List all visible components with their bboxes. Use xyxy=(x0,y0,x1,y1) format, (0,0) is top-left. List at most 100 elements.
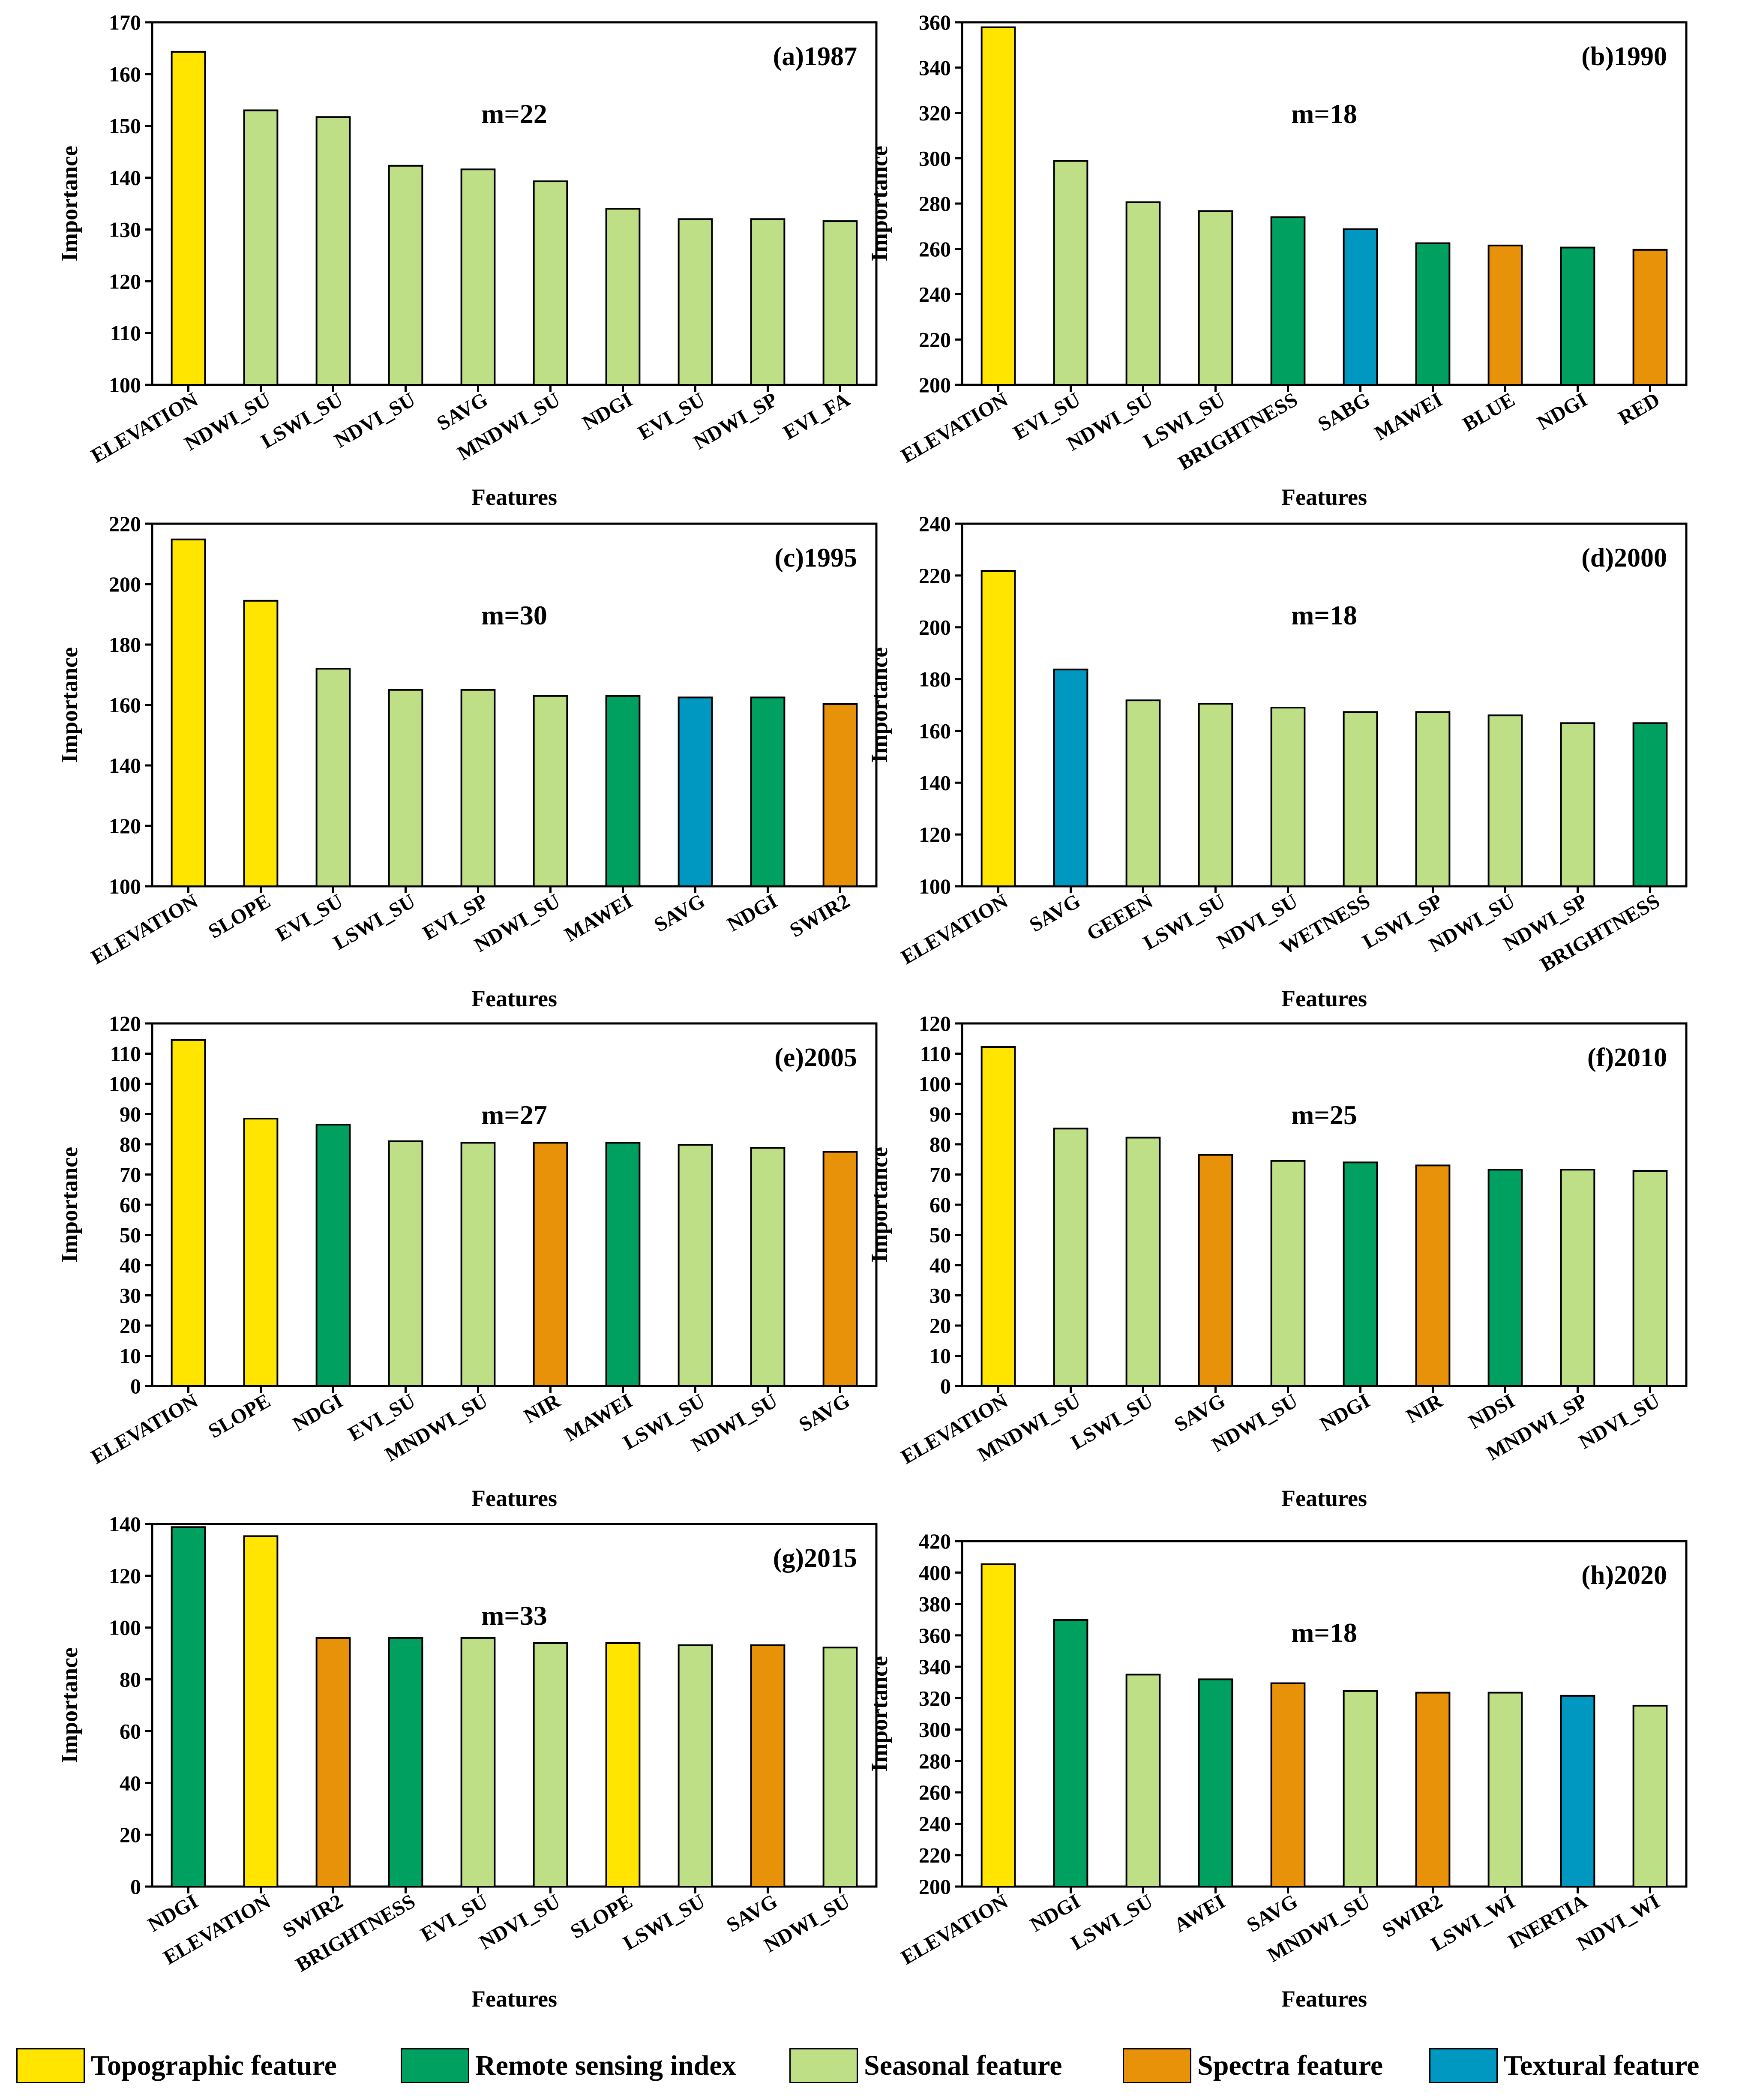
chart-2005: 0 10 20 30 40 50 60 70 80 90 100 110 120 ELEVATION SLO… xyxy=(57,1011,878,1511)
chart-title: (e)2005 xyxy=(774,1043,857,1072)
x-tick-label: LSWI_SU xyxy=(1067,1389,1157,1454)
chart-title: (b)1990 xyxy=(1581,42,1667,71)
y-tick-label: 40 xyxy=(929,1253,951,1277)
bar-ndgi xyxy=(605,208,641,386)
mtry-annotation: m=25 xyxy=(1291,1100,1357,1130)
y-tick-label: 50 xyxy=(929,1223,951,1247)
y-tick-label: 0 xyxy=(130,1875,141,1899)
bar-evi-sp xyxy=(460,689,496,887)
y-tick-label: 120 xyxy=(109,1011,141,1035)
bar-slope xyxy=(605,1642,641,1887)
x-tick-label: NDGI xyxy=(579,388,636,435)
bar-slope xyxy=(243,1118,279,1387)
y-tick-label: 10 xyxy=(929,1344,951,1368)
bar-savg xyxy=(460,168,496,386)
legend-item-spectra: Spectra feature xyxy=(1123,2044,1383,2087)
bar-red xyxy=(1632,249,1668,386)
bar-lswi-su xyxy=(315,116,351,386)
bar-mndwi-su xyxy=(460,1142,496,1387)
bar-ndvi-wi xyxy=(1632,1704,1668,1887)
x-tick-label: AWEI xyxy=(1170,1890,1229,1937)
bar-elevation xyxy=(980,1046,1016,1387)
y-tick-label: 300 xyxy=(919,146,951,170)
y-tick-label: 70 xyxy=(929,1163,951,1187)
x-tick-label: NDVI_WI xyxy=(1573,1890,1664,1956)
plot-frame xyxy=(961,522,1688,888)
y-tick-label: 120 xyxy=(919,1011,951,1035)
bar-geeen xyxy=(1125,699,1161,887)
x-tick-label: NDVI_SU xyxy=(1575,1389,1664,1454)
x-tick-label: ELEVATION xyxy=(87,1389,202,1468)
y-tick-label: 200 xyxy=(919,615,951,639)
x-tick-label: NDGI xyxy=(1533,388,1591,435)
bar-blue xyxy=(1487,244,1523,386)
x-tick-label: NDGI xyxy=(289,1389,347,1436)
bar-lswi-su xyxy=(1125,1137,1161,1387)
bar-ndsi xyxy=(1487,1169,1523,1387)
y-tick-label: 140 xyxy=(109,166,141,190)
bar-ndwi-su xyxy=(243,109,279,386)
legend-label-remote-sensing-index: Remote sensing index xyxy=(475,2050,736,2081)
x-tick-label: BRIGHTNESS xyxy=(292,1890,419,1977)
bar-evi-fa xyxy=(822,220,858,386)
bar-ndgi xyxy=(315,1124,351,1387)
bar-evi-su xyxy=(678,218,713,386)
y-tick-label: 60 xyxy=(120,1193,141,1217)
bar-elevation xyxy=(243,1535,279,1887)
x-tick-label: NDVI_SU xyxy=(475,1890,564,1954)
mtry-annotation: m=18 xyxy=(1291,99,1357,129)
bar-swir2 xyxy=(315,1637,351,1887)
x-tick-label: SAVG xyxy=(1025,890,1084,936)
plot-frame xyxy=(151,21,878,386)
y-tick-label: 140 xyxy=(919,771,951,795)
y-tick-label: 100 xyxy=(919,874,951,898)
y-tick-label: 180 xyxy=(109,633,141,657)
y-tick-label: 280 xyxy=(919,192,951,216)
y-tick-label: 340 xyxy=(919,1655,951,1679)
y-tick-label: 90 xyxy=(120,1102,141,1126)
y-tick-label: 60 xyxy=(929,1193,951,1217)
x-tick-label: NIR xyxy=(520,1389,564,1428)
bar-elevation xyxy=(171,51,206,386)
bar-wetness xyxy=(1343,711,1378,887)
x-tick-label: BRIGHTNESS xyxy=(1174,388,1301,475)
bar-elevation xyxy=(980,26,1016,386)
bar-ndwi-su xyxy=(1270,1160,1306,1387)
y-tick-label: 160 xyxy=(919,719,951,743)
bar-slope xyxy=(243,600,279,887)
x-tick-label: SLOPE xyxy=(204,890,274,943)
bar-evi-su xyxy=(460,1637,496,1887)
bar-ndwi-su xyxy=(1487,714,1523,887)
y-tick-label: 140 xyxy=(109,1512,141,1536)
legend: Topographic feature Remote sensing index… xyxy=(0,2044,1748,2091)
x-axis-label: Features xyxy=(1281,986,1367,1011)
x-axis-label: Features xyxy=(471,1986,557,2012)
y-tick-label: 100 xyxy=(109,1072,141,1096)
y-tick-label: 340 xyxy=(919,56,951,80)
bar-mawei xyxy=(1415,242,1451,386)
bar-elevation xyxy=(980,570,1016,887)
y-tick-label: 380 xyxy=(919,1592,951,1616)
bar-ndwi-su xyxy=(750,1147,786,1387)
y-tick-label: 20 xyxy=(929,1314,951,1338)
x-tick-label: NDGI xyxy=(723,890,781,936)
bar-elevation xyxy=(171,538,206,888)
legend-item-topographic: Topographic feature xyxy=(16,2044,337,2087)
legend-item-textural: Textural feature xyxy=(1429,2044,1699,2087)
x-tick-label: ELEVATION xyxy=(897,889,1012,969)
legend-swatch-topographic xyxy=(16,2048,85,2083)
y-tick-label: 10 xyxy=(120,1344,141,1368)
y-axis-label: Importance xyxy=(867,647,892,763)
chart-1990: 200220240260280300320340360ELEVATIONEVI_… xyxy=(867,10,1688,510)
bar-savg xyxy=(750,1644,786,1887)
y-axis-label: Importance xyxy=(57,1147,82,1263)
y-tick-label: 60 xyxy=(120,1719,141,1743)
y-tick-label: 160 xyxy=(109,693,141,717)
y-tick-label: 280 xyxy=(919,1749,951,1773)
bar-ndwi-su xyxy=(822,1647,858,1888)
x-tick-label: NDGI xyxy=(144,1890,202,1937)
x-tick-label: LSWI_SU xyxy=(257,388,347,453)
